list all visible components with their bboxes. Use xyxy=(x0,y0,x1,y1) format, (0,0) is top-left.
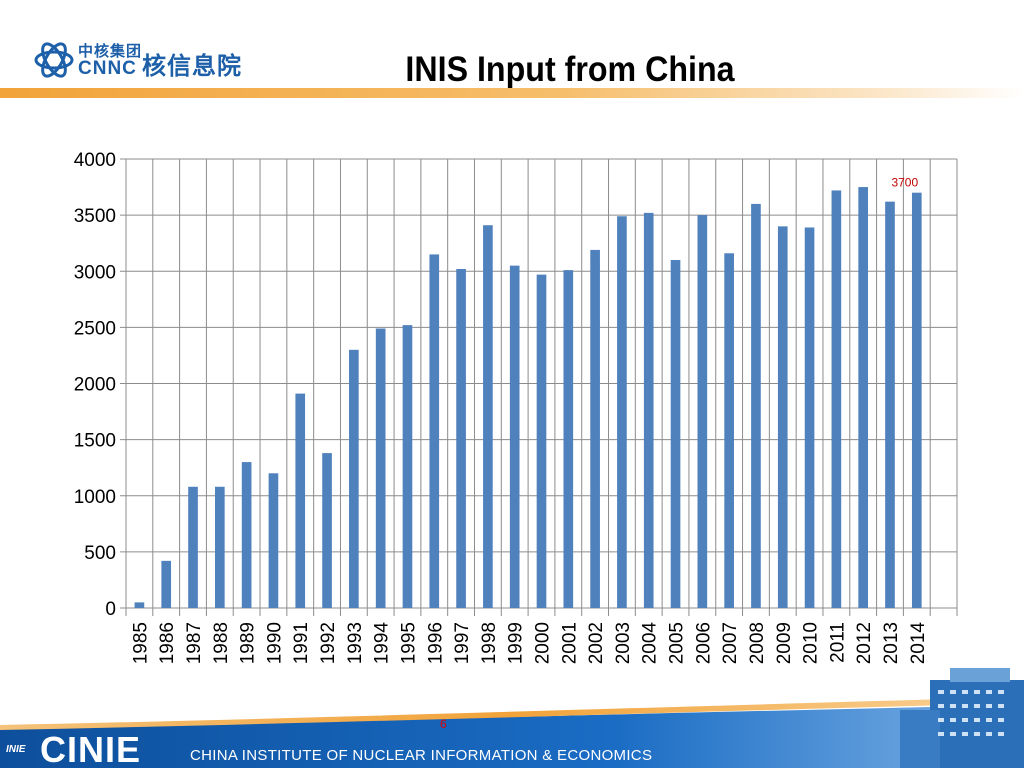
bar-2006 xyxy=(697,215,708,608)
bar-2009 xyxy=(777,226,788,608)
x-tick-label-1989: 1989 xyxy=(238,622,259,664)
bar-1999 xyxy=(509,265,520,608)
x-tick-label-2002: 2002 xyxy=(586,622,607,664)
x-tick-label-1994: 1994 xyxy=(372,622,393,665)
building-image xyxy=(900,668,1024,768)
footer-band xyxy=(0,697,1024,768)
x-tick-label-2011: 2011 xyxy=(827,622,848,663)
y-tick-label: 2500 xyxy=(74,318,116,339)
bar-2010 xyxy=(804,227,815,608)
bar-2011 xyxy=(831,190,842,608)
bar-2005 xyxy=(670,260,681,608)
bar-2000 xyxy=(536,274,547,608)
data-label-2014: 3700 xyxy=(891,176,918,190)
bar-1987 xyxy=(188,486,198,608)
bar-2013 xyxy=(885,201,895,608)
footer-logo-text: CINIE xyxy=(40,729,142,770)
x-tick-label-2008: 2008 xyxy=(747,622,768,664)
y-tick-label: 4000 xyxy=(74,150,116,171)
logo-chinese-large-text: 核信息院 xyxy=(142,52,242,80)
y-tick-label: 1500 xyxy=(74,431,116,452)
x-tick-label-1985: 1985 xyxy=(130,622,151,664)
x-tick-label-2005: 2005 xyxy=(667,622,688,664)
x-tick-label-1999: 1999 xyxy=(506,622,527,664)
bar-1993 xyxy=(349,349,359,608)
chart-grid xyxy=(120,158,958,616)
data-labels: 3700 xyxy=(891,176,918,190)
bar-1985 xyxy=(134,602,145,608)
y-tick-label: 3000 xyxy=(74,262,116,283)
x-tick-label-1991: 1991 xyxy=(291,622,312,664)
x-tick-label-2013: 2013 xyxy=(881,622,902,664)
bar-2001 xyxy=(563,270,574,608)
bar-1995 xyxy=(402,325,413,608)
y-tick-label: 3500 xyxy=(74,206,116,227)
bar-2002 xyxy=(590,249,600,609)
x-tick-label-1986: 1986 xyxy=(157,622,178,664)
atom-logo-icon xyxy=(34,42,74,78)
x-tick-label-1996: 1996 xyxy=(425,622,446,664)
chart-bars xyxy=(134,187,922,609)
x-tick-label-1988: 1988 xyxy=(211,622,232,664)
logo-chinese-small-text: 中核集团 xyxy=(78,42,143,60)
y-tick-label: 0 xyxy=(105,599,116,620)
x-tick-label-2006: 2006 xyxy=(693,622,714,664)
page-number: 6 xyxy=(440,717,447,731)
x-tick-label-1997: 1997 xyxy=(452,622,473,664)
slide-title: INIS Input from China xyxy=(405,50,735,89)
bar-1990 xyxy=(268,473,279,608)
y-tick-label: 500 xyxy=(84,543,116,564)
footer-logo-small-text: INIE xyxy=(6,744,26,755)
x-tick-label-1992: 1992 xyxy=(318,622,339,664)
bar-1996 xyxy=(429,254,440,608)
bar-2004 xyxy=(643,212,654,608)
header-divider xyxy=(0,88,1024,98)
bar-1998 xyxy=(483,225,493,609)
logo-english-text: CNNC xyxy=(78,58,137,79)
bar-2012 xyxy=(858,187,869,608)
x-tick-label-1993: 1993 xyxy=(345,622,366,664)
x-tick-label-2004: 2004 xyxy=(640,622,661,665)
x-tick-label-1987: 1987 xyxy=(184,622,205,664)
x-tick-label-2010: 2010 xyxy=(801,622,822,664)
bar-1988 xyxy=(214,486,225,608)
x-tick-label-1995: 1995 xyxy=(398,622,419,664)
bar-1991 xyxy=(295,393,306,608)
x-tick-label-2014: 2014 xyxy=(908,622,929,665)
bar-1992 xyxy=(322,453,332,608)
bar-1994 xyxy=(375,328,386,608)
x-tick-label-2001: 2001 xyxy=(559,622,580,664)
x-tick-label-2000: 2000 xyxy=(533,622,554,664)
bar-2003 xyxy=(617,216,627,608)
bar-2014 xyxy=(911,192,922,609)
x-tick-label-2007: 2007 xyxy=(720,622,741,664)
x-tick-label-1990: 1990 xyxy=(264,622,285,664)
y-axis-ticks: 0 500 1000 1500 2000 2500 3000 3500 4000 xyxy=(74,150,116,620)
bar-1989 xyxy=(241,462,252,608)
bar-1986 xyxy=(161,560,172,608)
bar-1997 xyxy=(456,269,466,608)
bar-2007 xyxy=(724,253,734,609)
x-tick-label-1998: 1998 xyxy=(479,622,500,664)
footer-organization-name: CHINA INSTITUTE OF NUCLEAR INFORMATION &… xyxy=(190,747,653,764)
x-axis-ticks: 1985 1986 1987 1988 1989 1990 1991 1992 1993 1994… xyxy=(130,622,928,665)
x-tick-label-2003: 2003 xyxy=(613,622,634,664)
y-tick-label: 1000 xyxy=(74,487,116,508)
x-tick-label-2009: 2009 xyxy=(774,622,795,664)
x-tick-label-2012: 2012 xyxy=(854,622,875,664)
cnnc-logo: 中核集团 CNNC 核信息院 xyxy=(34,38,264,84)
bar-2008 xyxy=(751,203,761,608)
y-tick-label: 2000 xyxy=(74,375,116,396)
